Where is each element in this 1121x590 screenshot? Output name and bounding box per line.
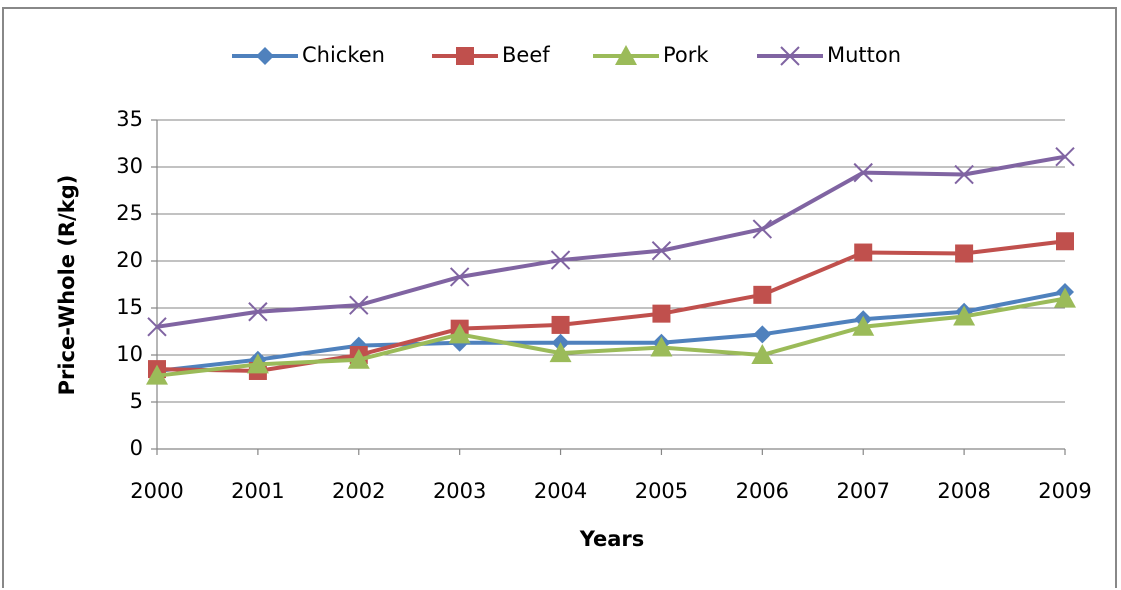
marker	[550, 250, 571, 270]
marker	[449, 267, 470, 287]
y-tick-label: 25	[116, 201, 143, 225]
x-tick-label: 2005	[635, 479, 688, 503]
marker	[753, 285, 772, 304]
series-line	[156, 296, 1066, 378]
marker	[853, 162, 873, 183]
marker	[349, 295, 369, 315]
marker	[1056, 232, 1074, 251]
marker	[651, 240, 672, 261]
marker	[146, 364, 168, 385]
legend-label: Pork	[663, 43, 709, 67]
legend-label: Beef	[502, 43, 550, 67]
x-tick-label: 2004	[534, 479, 587, 503]
x-tick-label: 2000	[130, 479, 183, 503]
y-tick-label: 10	[116, 342, 143, 366]
marker	[1054, 287, 1076, 308]
x-tick-label: 2007	[836, 479, 889, 503]
y-tick-label: 15	[116, 295, 143, 319]
marker	[650, 336, 673, 357]
x-axis-title: Years	[579, 527, 645, 551]
x-tick-label: 2006	[736, 479, 789, 503]
legend-label: Chicken	[302, 43, 385, 67]
marker	[854, 243, 873, 262]
marker	[953, 305, 976, 326]
y-tick-label: 0	[130, 436, 143, 460]
y-tick-label: 20	[116, 248, 143, 272]
marker	[752, 219, 773, 239]
marker	[549, 342, 572, 363]
legend-marker	[615, 45, 637, 65]
marker	[652, 304, 671, 323]
x-tick-label: 2003	[433, 479, 486, 503]
x-tick-label: 2009	[1038, 479, 1091, 503]
y-tick-label: 35	[116, 107, 143, 131]
y-axis-title: Price-Whole (R/kg)	[55, 175, 79, 396]
y-tick-label: 5	[130, 389, 143, 413]
legend-marker	[256, 47, 274, 65]
marker	[246, 353, 269, 374]
x-tick-label: 2001	[231, 479, 284, 503]
x-tick-label: 2002	[332, 479, 385, 503]
series-line	[156, 154, 1066, 329]
legend-label: Mutton	[827, 43, 901, 67]
series-line	[156, 290, 1066, 373]
marker	[551, 315, 570, 334]
marker	[1055, 146, 1075, 167]
chart-border	[2, 7, 1117, 588]
y-tick-label: 30	[116, 154, 143, 178]
marker	[147, 317, 167, 337]
marker	[248, 302, 268, 322]
marker	[448, 323, 471, 344]
marker	[852, 315, 875, 336]
marker	[955, 244, 974, 263]
marker	[751, 344, 774, 364]
marker	[347, 348, 370, 369]
legend-marker	[780, 46, 800, 66]
legend-marker	[456, 47, 474, 65]
marker	[954, 164, 974, 185]
marker	[753, 325, 772, 344]
x-tick-label: 2008	[937, 479, 990, 503]
